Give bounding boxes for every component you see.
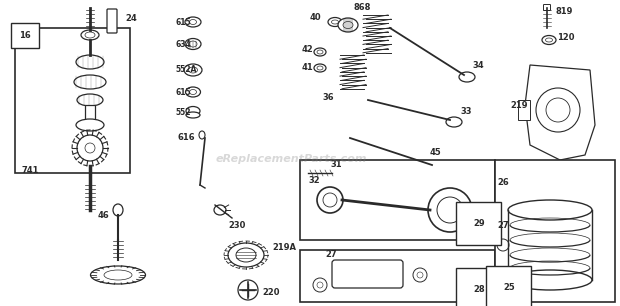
Circle shape [317,187,343,213]
Ellipse shape [332,20,339,24]
Text: 33: 33 [460,107,471,116]
Text: 45: 45 [430,148,441,157]
Text: 16: 16 [19,31,31,40]
Ellipse shape [186,112,200,118]
Ellipse shape [343,21,353,28]
Text: 32: 32 [308,176,320,185]
Ellipse shape [328,17,342,27]
Ellipse shape [317,66,323,70]
Circle shape [413,268,427,282]
Text: 24: 24 [125,13,137,23]
Text: 220: 220 [262,288,280,297]
Text: 31: 31 [330,160,342,169]
Text: 27: 27 [497,221,508,230]
Circle shape [317,282,323,288]
Ellipse shape [190,89,197,95]
FancyBboxPatch shape [107,9,117,33]
Ellipse shape [113,204,123,216]
Text: 36: 36 [322,93,334,102]
Circle shape [77,135,103,161]
Circle shape [428,188,472,232]
Ellipse shape [542,35,556,44]
Text: 42: 42 [302,45,314,54]
Ellipse shape [77,94,103,106]
Ellipse shape [546,38,552,42]
Ellipse shape [185,17,201,27]
Circle shape [437,197,463,223]
Ellipse shape [508,200,592,220]
Text: 634: 634 [175,39,191,48]
Ellipse shape [314,48,326,56]
Text: 552A: 552A [175,65,197,73]
Text: 29: 29 [473,219,485,228]
Bar [300,250,495,302]
Text: 40: 40 [310,13,322,22]
Text: 819: 819 [556,7,574,16]
Circle shape [313,278,327,292]
Bar [518,100,530,120]
Ellipse shape [104,270,132,280]
FancyBboxPatch shape [544,5,551,10]
Ellipse shape [190,20,197,24]
Polygon shape [525,65,595,160]
Ellipse shape [184,64,202,76]
Ellipse shape [228,243,264,267]
Text: 46: 46 [98,211,110,220]
Text: 615: 615 [175,88,190,96]
Text: 120: 120 [557,33,575,42]
Text: 616: 616 [178,133,196,142]
Ellipse shape [236,248,256,262]
Text: 552: 552 [175,107,190,117]
Text: 230: 230 [228,221,246,230]
Text: 25: 25 [503,283,515,292]
Text: 868: 868 [353,3,370,12]
Bar [15,28,130,173]
Ellipse shape [314,64,326,72]
Text: 615: 615 [175,17,190,27]
Text: eReplacementParts.com: eReplacementParts.com [216,154,367,164]
Ellipse shape [459,72,475,82]
Circle shape [497,239,509,251]
Ellipse shape [81,30,99,40]
Ellipse shape [317,50,323,54]
Circle shape [238,280,258,300]
Ellipse shape [76,119,104,131]
Text: 27: 27 [325,250,337,259]
Text: 219: 219 [510,101,528,110]
Circle shape [536,88,580,132]
Text: 219A: 219A [272,243,296,252]
Circle shape [546,98,570,122]
Bar [495,160,615,302]
Text: 41: 41 [302,63,314,72]
Ellipse shape [186,106,200,115]
Ellipse shape [85,32,95,38]
Ellipse shape [338,18,358,32]
Ellipse shape [508,270,592,290]
Circle shape [417,272,423,278]
Ellipse shape [185,39,201,50]
Ellipse shape [214,205,226,215]
Text: 26: 26 [497,178,509,187]
Ellipse shape [188,67,198,73]
Circle shape [85,143,95,153]
Ellipse shape [427,161,445,173]
FancyBboxPatch shape [332,260,403,288]
Ellipse shape [91,266,146,284]
Text: 741: 741 [22,166,40,174]
Ellipse shape [199,131,205,139]
Text: 34: 34 [472,61,484,70]
Ellipse shape [74,75,106,89]
Bar [300,160,495,240]
Bar [85,105,95,120]
Text: 28: 28 [473,285,485,294]
Ellipse shape [185,87,200,97]
Ellipse shape [76,55,104,69]
Circle shape [323,193,337,207]
Ellipse shape [446,117,462,127]
Ellipse shape [189,41,197,47]
